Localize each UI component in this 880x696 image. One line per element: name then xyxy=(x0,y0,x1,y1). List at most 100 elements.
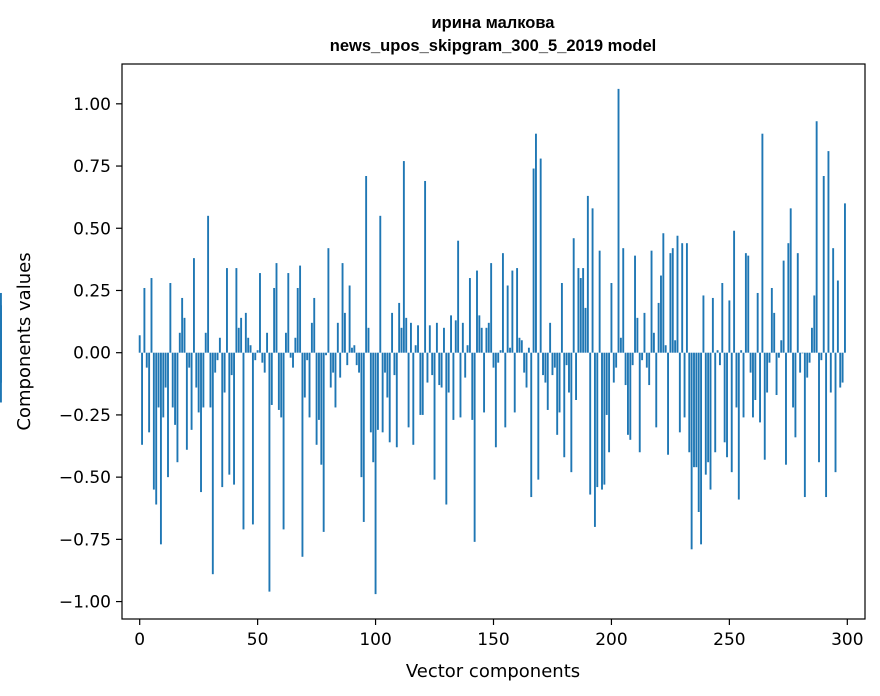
bar-8 xyxy=(157,352,160,408)
bar-245 xyxy=(716,350,719,353)
bar-193 xyxy=(593,352,596,527)
bar-90 xyxy=(351,347,353,353)
bar-204 xyxy=(619,337,622,353)
bar-129 xyxy=(443,327,445,353)
x-axis-label: Vector components xyxy=(406,661,580,682)
bar-86 xyxy=(341,263,344,353)
bar-286 xyxy=(813,295,816,353)
bar-225 xyxy=(669,253,672,353)
bar-97 xyxy=(367,327,370,353)
bar-98 xyxy=(369,352,372,433)
bar-177 xyxy=(556,352,559,435)
bar-49 xyxy=(254,352,257,361)
bar-274 xyxy=(785,352,787,465)
bar-63 xyxy=(287,273,290,353)
bar-89 xyxy=(348,285,351,353)
bar-253 xyxy=(735,352,738,408)
bar-233 xyxy=(688,352,691,453)
bar-20 xyxy=(185,352,188,450)
bar-299 xyxy=(844,203,846,353)
bar-309 xyxy=(0,352,2,383)
bar-180 xyxy=(563,352,566,458)
bar-151 xyxy=(494,352,497,448)
ticks-layer: 0 50 100 150 200 250 300 −1.00 −0.75 −0.50 −0.25 0.… xyxy=(59,95,864,650)
bar-152 xyxy=(497,352,500,363)
bar-4 xyxy=(148,352,151,433)
bar-108 xyxy=(393,352,396,376)
bar-116 xyxy=(412,352,415,445)
bar-281 xyxy=(801,352,804,354)
bar-107 xyxy=(391,312,394,353)
bar-265 xyxy=(763,352,766,460)
bar-239 xyxy=(702,295,705,353)
bar-38 xyxy=(228,352,231,475)
bar-228 xyxy=(676,235,679,353)
bar-13 xyxy=(169,283,172,353)
bar-149 xyxy=(490,263,493,353)
bar-119 xyxy=(419,352,422,415)
bar-314 xyxy=(0,305,2,353)
bar-101 xyxy=(376,352,379,430)
bar-166 xyxy=(530,352,533,498)
bar-255 xyxy=(740,350,743,353)
bar-39 xyxy=(230,352,233,376)
bar-70 xyxy=(303,352,306,398)
bar-21 xyxy=(188,352,191,368)
bar-264 xyxy=(761,133,764,353)
bar-25 xyxy=(197,352,200,413)
bar-197 xyxy=(603,352,606,485)
bar-271 xyxy=(777,352,780,358)
bar-148 xyxy=(487,322,490,353)
bar-222 xyxy=(662,233,665,353)
bar-258 xyxy=(747,255,750,353)
bar-104 xyxy=(384,352,386,373)
bars-layer xyxy=(0,88,846,595)
bar-88 xyxy=(346,352,349,366)
bar-29 xyxy=(207,215,210,353)
bar-201 xyxy=(612,352,615,383)
bar-138 xyxy=(464,352,467,378)
bar-142 xyxy=(473,352,476,542)
bar-1 xyxy=(141,352,143,445)
x-tick-label-250: 250 xyxy=(713,630,745,650)
bar-175 xyxy=(551,352,554,376)
bar-181 xyxy=(565,352,568,366)
bar-144 xyxy=(478,315,481,353)
bar-208 xyxy=(629,352,632,440)
bar-26 xyxy=(200,352,202,493)
bar-162 xyxy=(520,340,523,353)
bar-277 xyxy=(792,352,795,408)
bar-56 xyxy=(270,352,273,405)
bar-115 xyxy=(410,322,412,353)
bar-47 xyxy=(249,345,252,353)
bar-297 xyxy=(839,352,842,388)
bar-123 xyxy=(428,325,431,353)
bar-44 xyxy=(242,352,245,530)
bar-273 xyxy=(782,260,785,353)
bar-53 xyxy=(263,352,266,373)
bar-19 xyxy=(183,317,186,353)
bar-192 xyxy=(591,208,594,353)
bar-31 xyxy=(211,352,214,575)
bar-190 xyxy=(586,195,589,353)
x-tick-label-200: 200 xyxy=(595,630,627,650)
bar-252 xyxy=(733,230,736,353)
bar-243 xyxy=(711,297,714,353)
bar-99 xyxy=(372,352,375,463)
bar-293 xyxy=(829,352,832,393)
bar-242 xyxy=(709,352,712,490)
bar-33 xyxy=(216,352,219,361)
bar-254 xyxy=(737,352,740,500)
bar-184 xyxy=(572,238,575,353)
bar-211 xyxy=(636,317,639,353)
bar-248 xyxy=(723,352,726,443)
bar-91 xyxy=(353,345,356,353)
bar-118 xyxy=(417,325,419,353)
bar-240 xyxy=(704,352,707,475)
bar-109 xyxy=(395,352,398,448)
bar-172 xyxy=(544,352,547,383)
bar-263 xyxy=(759,352,761,423)
y-tick-label--0.25: −0.25 xyxy=(59,406,111,426)
bar-227 xyxy=(674,340,677,353)
bar-58 xyxy=(275,263,278,353)
